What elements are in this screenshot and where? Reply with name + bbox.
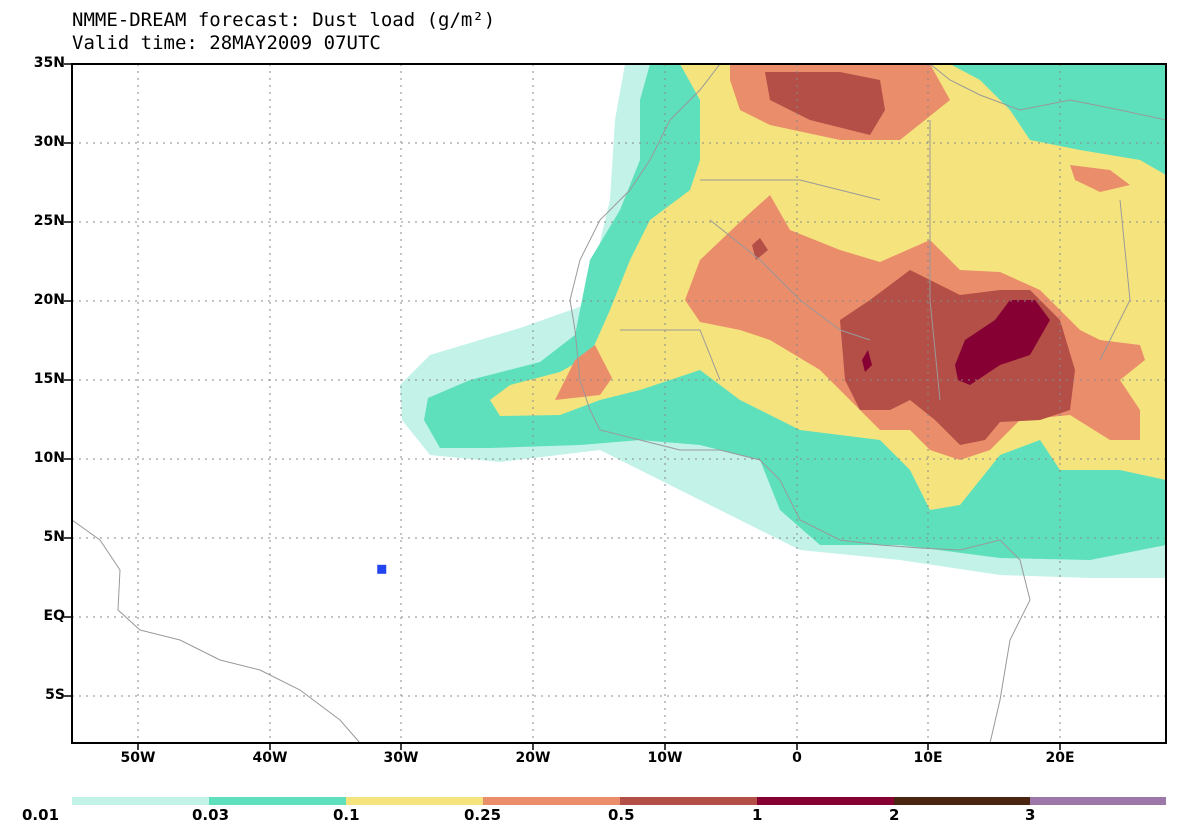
lat-label: 25N bbox=[33, 213, 65, 229]
dust-field bbox=[400, 64, 1166, 578]
colorbar-label: 0.1 bbox=[333, 806, 360, 824]
dust-contour-025 bbox=[555, 345, 612, 400]
lon-label: 20E bbox=[1045, 750, 1075, 766]
colorbar-swatch bbox=[72, 797, 209, 805]
colorbar-label: 1 bbox=[752, 806, 763, 824]
colorbar-swatch bbox=[894, 797, 1030, 805]
lon-label: 30W bbox=[383, 750, 419, 766]
colorbar-label: 3 bbox=[1025, 806, 1036, 824]
colorbar-swatch bbox=[209, 797, 346, 805]
colorbar bbox=[72, 797, 1166, 805]
colorbar-label: 2 bbox=[889, 806, 900, 824]
colorbar-label: 0.03 bbox=[192, 806, 230, 824]
dust-contour-025 bbox=[1070, 165, 1130, 192]
colorbar-label: 0.01 bbox=[22, 806, 60, 824]
map-title: NMME-DREAM forecast: Dust load (g/m²) bbox=[72, 9, 496, 31]
map-grid bbox=[72, 64, 1166, 743]
lat-label: 15N bbox=[33, 371, 65, 387]
colorbar-swatch bbox=[757, 797, 894, 805]
map-frame bbox=[71, 63, 1167, 744]
lon-label: 40W bbox=[252, 750, 288, 766]
lon-label: 50W bbox=[120, 750, 156, 766]
colorbar-swatch bbox=[346, 797, 483, 805]
lat-label: 35N bbox=[33, 55, 65, 71]
coastlines bbox=[72, 64, 1166, 743]
colorbar-label: 0.25 bbox=[464, 806, 502, 824]
lon-label: 20W bbox=[515, 750, 551, 766]
lon-label: 10W bbox=[647, 750, 683, 766]
dust-contour-05 bbox=[752, 238, 768, 260]
dust-contour-1 bbox=[862, 350, 872, 372]
dust-contour-1 bbox=[955, 300, 1050, 385]
lat-label: 5S bbox=[45, 687, 65, 703]
lat-label: 30N bbox=[33, 134, 65, 150]
lat-label: 10N bbox=[33, 450, 65, 466]
valid-time: Valid time: 28MAY2009 07UTC bbox=[72, 32, 381, 54]
lat-label: 5N bbox=[43, 529, 65, 545]
lat-label: 20N bbox=[33, 292, 65, 308]
colorbar-label: 0.5 bbox=[608, 806, 635, 824]
axis-ticks bbox=[64, 63, 1061, 750]
colorbar-swatch bbox=[1030, 797, 1166, 805]
lon-label: 0 bbox=[792, 750, 802, 766]
lon-label: 10E bbox=[913, 750, 943, 766]
dust-contour-05 bbox=[765, 72, 885, 135]
colorbar-swatch bbox=[620, 797, 757, 805]
location-marker bbox=[377, 564, 387, 574]
colorbar-swatch bbox=[483, 797, 620, 805]
lat-label: EQ bbox=[43, 608, 65, 624]
